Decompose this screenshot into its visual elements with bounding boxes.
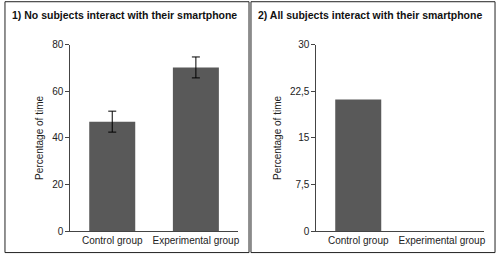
svg-text:1) No subjects interact with t: 1) No subjects interact with their smart… [12,9,237,21]
svg-text:20: 20 [52,179,64,190]
svg-text:Control group: Control group [328,235,389,246]
svg-text:Experimental group: Experimental group [153,235,240,246]
svg-text:15: 15 [298,132,310,143]
svg-text:0: 0 [58,226,64,237]
svg-text:Experimental group: Experimental group [399,235,486,246]
svg-text:40: 40 [52,132,64,143]
svg-text:Percentage of time: Percentage of time [272,96,283,180]
svg-text:Control group: Control group [82,235,143,246]
svg-text:Percentage of time: Percentage of time [34,96,45,180]
svg-text:30: 30 [298,39,310,50]
svg-text:7,5: 7,5 [296,179,310,190]
svg-text:80: 80 [52,39,64,50]
svg-text:2) All subjects interact with: 2) All subjects interact with their smar… [258,9,482,21]
svg-text:60: 60 [52,86,64,97]
svg-text:22,5: 22,5 [290,86,310,97]
svg-text:0: 0 [304,226,310,237]
